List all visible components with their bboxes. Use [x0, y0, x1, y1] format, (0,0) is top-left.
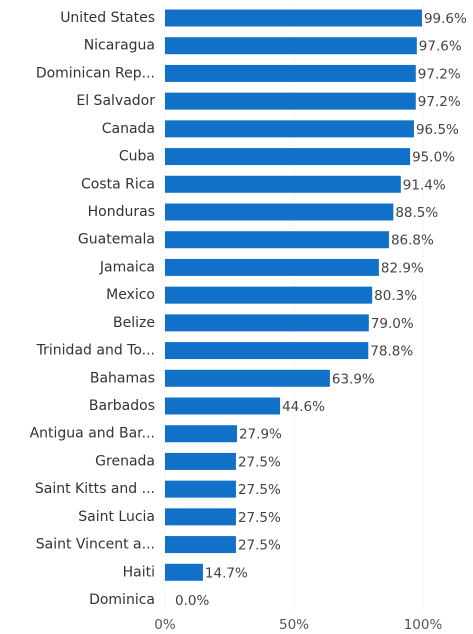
bar — [165, 480, 236, 498]
value-label: 82.9% — [381, 260, 424, 276]
value-label: 88.5% — [395, 205, 438, 221]
category-label: Dominican Rep... — [36, 65, 155, 81]
x-tick-label: 50% — [279, 617, 309, 633]
value-label: 78.8% — [370, 344, 413, 360]
value-label: 86.8% — [391, 233, 434, 249]
value-label: 63.9% — [332, 371, 375, 387]
category-label: Nicaragua — [84, 38, 155, 54]
bar — [165, 64, 416, 82]
x-tick-label: 100% — [404, 617, 443, 633]
category-label: Grenada — [95, 453, 155, 469]
value-label: 27.5% — [238, 510, 281, 526]
value-label: 96.5% — [416, 122, 459, 138]
category-label: Belize — [113, 315, 155, 331]
bar — [165, 9, 422, 27]
category-label: Barbados — [89, 398, 155, 414]
bar — [165, 148, 411, 166]
category-label: Trinidad and To... — [36, 343, 155, 359]
bar — [165, 314, 369, 332]
category-label: Bahamas — [90, 370, 155, 386]
value-label: 0.0% — [175, 593, 209, 609]
value-label: 14.7% — [205, 565, 248, 581]
bar — [165, 120, 414, 138]
value-label: 97.2% — [418, 94, 461, 110]
bar — [165, 286, 373, 304]
value-label: 95.0% — [412, 150, 455, 166]
bar — [165, 342, 369, 360]
category-label: Dominica — [89, 592, 155, 608]
category-label: Honduras — [88, 204, 155, 220]
bar — [165, 37, 417, 55]
bar — [165, 175, 401, 193]
category-label: Cuba — [119, 149, 155, 165]
category-label: Costa Rica — [81, 176, 155, 192]
bar — [165, 369, 330, 387]
category-label: United States — [60, 10, 155, 26]
bar — [165, 203, 394, 221]
category-label: Saint Vincent a... — [36, 537, 155, 553]
category-label: Saint Kitts and ... — [35, 481, 155, 497]
value-label: 91.4% — [403, 177, 446, 193]
bar — [165, 508, 236, 526]
bar — [165, 563, 203, 581]
bar — [165, 452, 236, 470]
category-label: Guatemala — [78, 232, 155, 248]
bar — [165, 258, 379, 276]
value-label: 27.9% — [239, 427, 282, 443]
value-label: 97.6% — [419, 39, 462, 55]
category-label: Jamaica — [99, 259, 155, 275]
bar — [165, 397, 281, 415]
value-label: 97.2% — [418, 66, 461, 82]
x-tick-label: 0% — [154, 617, 176, 633]
category-label: Saint Lucia — [78, 509, 155, 525]
value-label: 79.0% — [371, 316, 414, 332]
category-label: Mexico — [106, 287, 155, 303]
category-label: Haiti — [123, 564, 155, 580]
category-label: Antigua and Bar... — [30, 426, 155, 442]
category-label: El Salvador — [76, 93, 155, 109]
bar — [165, 92, 416, 110]
value-label: 80.3% — [374, 288, 417, 304]
bar — [165, 536, 236, 554]
bar — [165, 231, 389, 249]
value-label: 27.5% — [238, 454, 281, 470]
value-label: 44.6% — [282, 399, 325, 415]
value-label: 27.5% — [238, 482, 281, 498]
value-label: 27.5% — [238, 538, 281, 554]
value-label: 99.6% — [424, 11, 467, 27]
category-label: Canada — [102, 121, 155, 137]
bar — [165, 425, 237, 443]
